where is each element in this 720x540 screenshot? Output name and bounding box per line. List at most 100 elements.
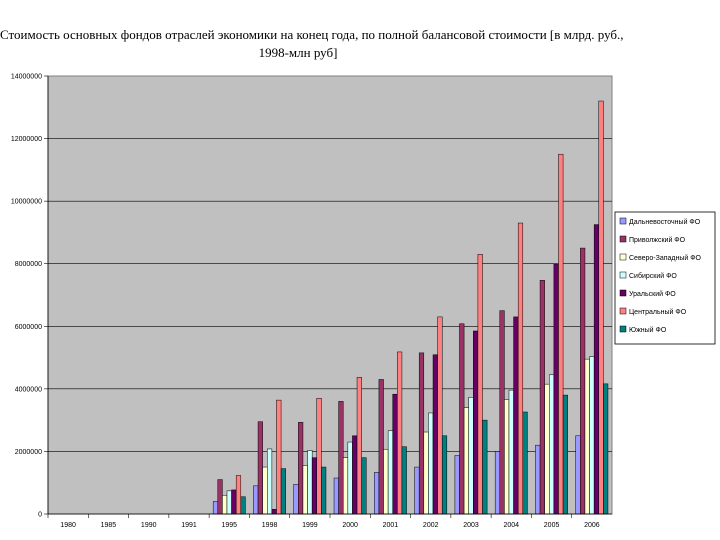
x-tick-label: 1985	[101, 522, 117, 529]
x-tick-label: 2002	[423, 522, 439, 529]
bar	[494, 451, 501, 515]
bar	[593, 224, 600, 515]
x-tick-label: 1990	[141, 522, 157, 529]
bar	[280, 468, 286, 515]
bar	[307, 450, 313, 515]
bar	[392, 393, 398, 515]
bar	[361, 457, 367, 515]
x-tick-label: 1998	[262, 522, 278, 529]
bar	[477, 254, 483, 515]
legend-swatch	[619, 271, 627, 279]
bar	[522, 411, 528, 515]
bar	[535, 444, 541, 515]
bar	[437, 316, 443, 515]
bar	[321, 466, 327, 515]
legend-label: Уральский ФО	[629, 290, 676, 298]
x-tick-label: 1999	[302, 522, 318, 529]
legend-label: Сибирский ФО	[629, 272, 677, 280]
y-tick-label: 12000000	[11, 136, 42, 143]
legend-swatch	[619, 253, 627, 261]
x-tick-label: 1980	[60, 522, 76, 529]
legend-swatch	[619, 235, 627, 243]
bar	[383, 448, 389, 515]
bar	[459, 323, 465, 515]
bar	[432, 354, 438, 515]
bar	[387, 430, 393, 515]
bar	[473, 330, 479, 515]
bar	[428, 412, 434, 515]
x-tick-label: 1995	[221, 522, 237, 529]
bar	[584, 358, 590, 515]
y-tick-label: 6000000	[15, 324, 42, 331]
chart-title-line-1: Стоимость основных фондов отраслей эконо…	[0, 27, 624, 42]
bar	[356, 377, 362, 515]
bar	[302, 465, 308, 515]
bar	[293, 484, 299, 515]
bar	[414, 466, 420, 515]
bar	[262, 466, 268, 515]
x-tick-label: 2001	[383, 522, 399, 529]
bar	[231, 489, 237, 515]
x-tick-label: 1991	[181, 522, 197, 529]
x-axis: 1980 1985 1990 1991 1995 1998 1999 2000 2001 2002…	[47, 513, 612, 529]
bar	[482, 419, 488, 515]
bar	[454, 455, 460, 515]
x-tick-label: 2004	[503, 522, 519, 529]
bar	[222, 494, 228, 515]
legend-swatch	[619, 307, 627, 315]
bar	[253, 485, 259, 515]
y-tick-label: 4000000	[15, 386, 42, 393]
bar	[217, 479, 223, 515]
y-tick-label: 8000000	[15, 261, 42, 268]
bar	[342, 457, 349, 515]
bar	[589, 356, 595, 515]
bar	[549, 374, 555, 515]
bar	[603, 383, 609, 515]
bar	[316, 397, 322, 515]
bar	[257, 421, 263, 515]
x-tick-label: 2006	[584, 522, 600, 529]
bar	[508, 389, 514, 515]
bar	[226, 490, 232, 515]
legend-label: Дальневосточный ФО	[629, 218, 701, 226]
bar	[580, 247, 586, 515]
bar	[374, 472, 380, 515]
bar	[598, 100, 604, 515]
x-tick-label: 2000	[342, 522, 358, 529]
bar	[333, 477, 339, 515]
x-tick-label: 2005	[544, 522, 560, 529]
bar	[423, 431, 429, 515]
bar	[504, 399, 510, 515]
legend-swatch	[619, 217, 627, 225]
y-tick-label: 0	[38, 512, 42, 519]
bar	[575, 435, 581, 515]
bar	[347, 441, 353, 515]
legend-label: Центральный ФО	[629, 308, 687, 316]
bar	[441, 435, 448, 515]
bar	[352, 435, 358, 515]
bar	[240, 496, 246, 515]
bar	[271, 509, 277, 515]
bar	[311, 457, 318, 515]
y-axis: 0 2000000 4000000 6000000 8000000 10000000 120…	[11, 74, 49, 519]
bar	[418, 352, 425, 515]
legend-label: Приволжский ФО	[629, 236, 686, 244]
legend-swatch	[619, 289, 627, 297]
bar	[517, 222, 524, 515]
bar	[378, 379, 384, 515]
bar	[298, 422, 304, 515]
y-tick-label: 14000000	[11, 74, 42, 81]
bar	[267, 448, 273, 515]
bar	[397, 351, 403, 515]
bar	[562, 394, 568, 515]
bar	[212, 501, 219, 515]
chart-title: Стоимость основных фондов отраслей эконо…	[0, 26, 624, 62]
chart-title-line-2: 1998-млн руб]	[258, 45, 338, 60]
bar	[463, 407, 469, 515]
legend-label: Южный ФО	[629, 326, 667, 334]
bar	[544, 383, 550, 515]
legend: Дальневосточный ФО Приволжский ФО Северо-З…	[614, 211, 716, 345]
bar	[513, 316, 519, 515]
bar	[558, 153, 564, 515]
